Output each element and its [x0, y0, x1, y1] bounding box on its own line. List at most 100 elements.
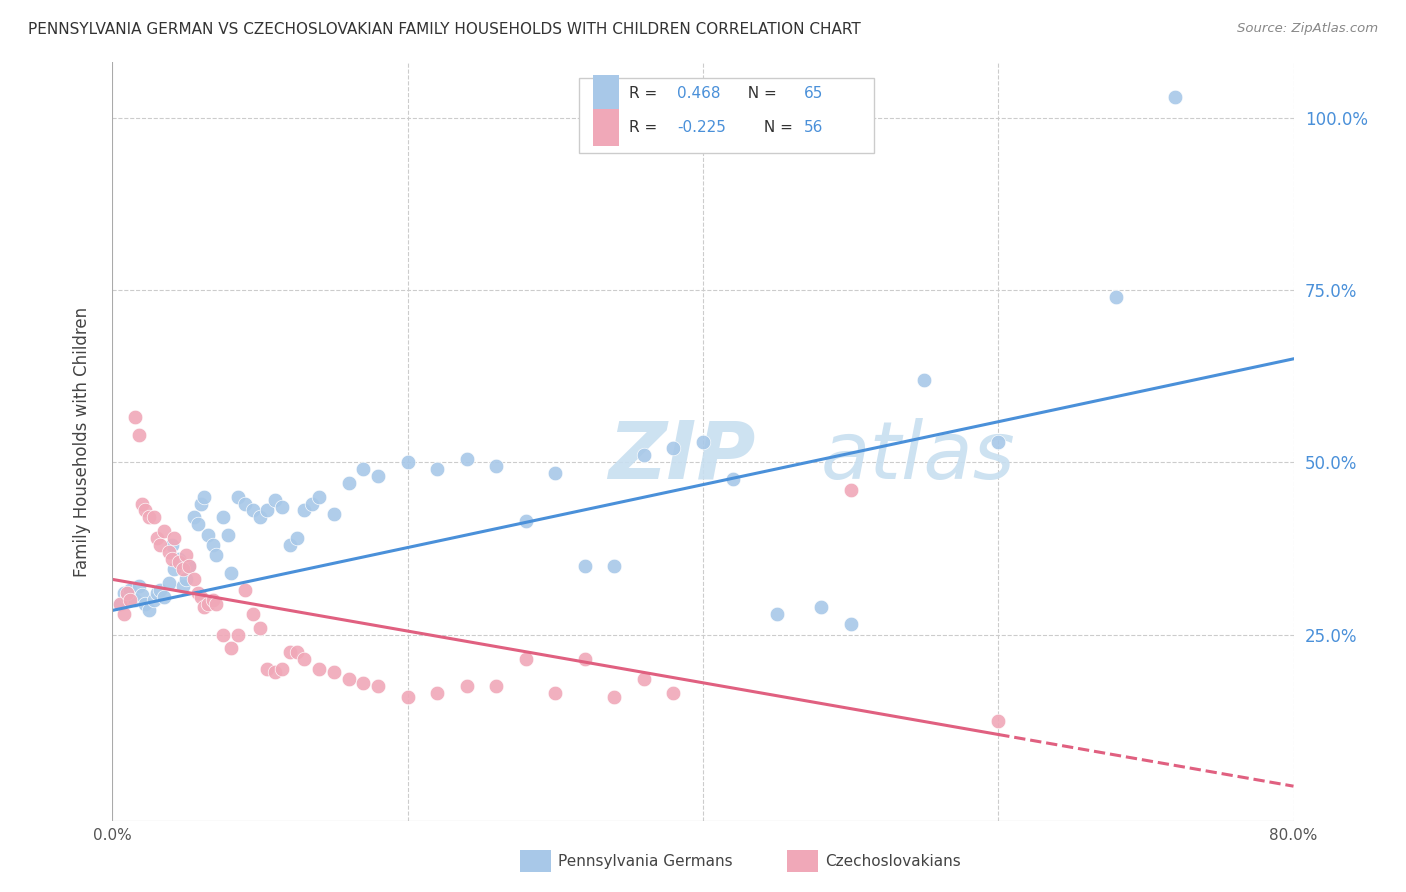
Point: [197, 597, 219, 611]
Point: [242, 607, 264, 621]
Point: [167, 551, 190, 566]
Point: [163, 531, 186, 545]
Bar: [593, 75, 619, 112]
Point: [174, 548, 197, 563]
Point: [153, 524, 176, 538]
Point: [367, 679, 389, 693]
Bar: [593, 110, 619, 145]
Point: [160, 538, 183, 552]
Point: [721, 473, 744, 487]
Point: [692, 434, 714, 449]
Point: [323, 665, 346, 680]
Point: [766, 607, 789, 621]
Point: [810, 599, 832, 614]
Point: [197, 527, 219, 541]
Text: 0.468: 0.468: [678, 86, 720, 101]
Point: [456, 679, 478, 693]
Point: [153, 590, 176, 604]
Point: [163, 562, 186, 576]
Point: [112, 586, 135, 600]
Point: [212, 510, 235, 524]
Point: [146, 531, 169, 545]
Point: [124, 410, 146, 425]
Point: [633, 673, 655, 687]
Text: ZIP: ZIP: [609, 417, 756, 496]
Point: [138, 510, 160, 524]
Point: [201, 538, 224, 552]
Point: [292, 651, 315, 665]
Point: [271, 500, 294, 514]
Point: [131, 497, 153, 511]
Point: [1105, 290, 1128, 304]
Point: [117, 586, 138, 600]
Point: [219, 566, 242, 580]
Point: [603, 558, 626, 573]
Point: [128, 427, 150, 442]
Point: [662, 442, 685, 456]
Point: [426, 462, 449, 476]
Text: R =: R =: [628, 86, 662, 101]
Point: [149, 582, 172, 597]
Point: [301, 497, 323, 511]
Point: [278, 645, 301, 659]
Text: -0.225: -0.225: [678, 120, 725, 136]
Point: [485, 458, 508, 473]
Point: [574, 558, 596, 573]
Point: [157, 545, 180, 559]
Point: [146, 586, 169, 600]
Point: [308, 662, 330, 676]
Point: [839, 483, 862, 497]
Point: [187, 586, 209, 600]
Point: [256, 662, 278, 676]
Point: [285, 531, 308, 545]
Point: [456, 451, 478, 466]
Point: [160, 551, 183, 566]
Point: [426, 686, 449, 700]
Point: [128, 579, 150, 593]
Point: [396, 690, 419, 704]
Text: N =: N =: [738, 86, 782, 101]
Point: [662, 686, 685, 700]
Point: [271, 662, 294, 676]
Point: [149, 538, 172, 552]
Point: [574, 651, 596, 665]
Point: [544, 466, 567, 480]
Point: [131, 588, 153, 602]
Point: [179, 558, 201, 573]
Point: [515, 514, 537, 528]
Point: [134, 503, 156, 517]
Point: [914, 372, 936, 386]
Point: [515, 651, 537, 665]
Point: [201, 593, 224, 607]
Text: PENNSYLVANIA GERMAN VS CZECHOSLOVAKIAN FAMILY HOUSEHOLDS WITH CHILDREN CORRELATI: PENNSYLVANIA GERMAN VS CZECHOSLOVAKIAN F…: [28, 22, 860, 37]
Point: [205, 548, 228, 563]
Point: [190, 497, 212, 511]
Point: [174, 573, 197, 587]
Point: [138, 603, 160, 617]
Text: Czechoslovakians: Czechoslovakians: [825, 855, 962, 869]
Point: [108, 597, 131, 611]
Point: [142, 510, 165, 524]
Point: [352, 675, 374, 690]
Point: [112, 607, 135, 621]
Text: Pennsylvania Germans: Pennsylvania Germans: [558, 855, 733, 869]
Point: [172, 562, 194, 576]
Text: N =: N =: [758, 120, 797, 136]
Point: [108, 597, 131, 611]
Point: [217, 527, 239, 541]
Point: [285, 645, 308, 659]
Point: [193, 490, 215, 504]
Point: [396, 455, 419, 469]
Point: [179, 558, 201, 573]
Point: [142, 593, 165, 607]
Point: [233, 497, 256, 511]
Point: [292, 503, 315, 517]
Point: [839, 617, 862, 632]
Point: [134, 597, 156, 611]
Point: [226, 490, 249, 504]
Point: [323, 507, 346, 521]
Point: [278, 538, 301, 552]
Point: [183, 573, 205, 587]
Point: [183, 510, 205, 524]
Point: [352, 462, 374, 476]
